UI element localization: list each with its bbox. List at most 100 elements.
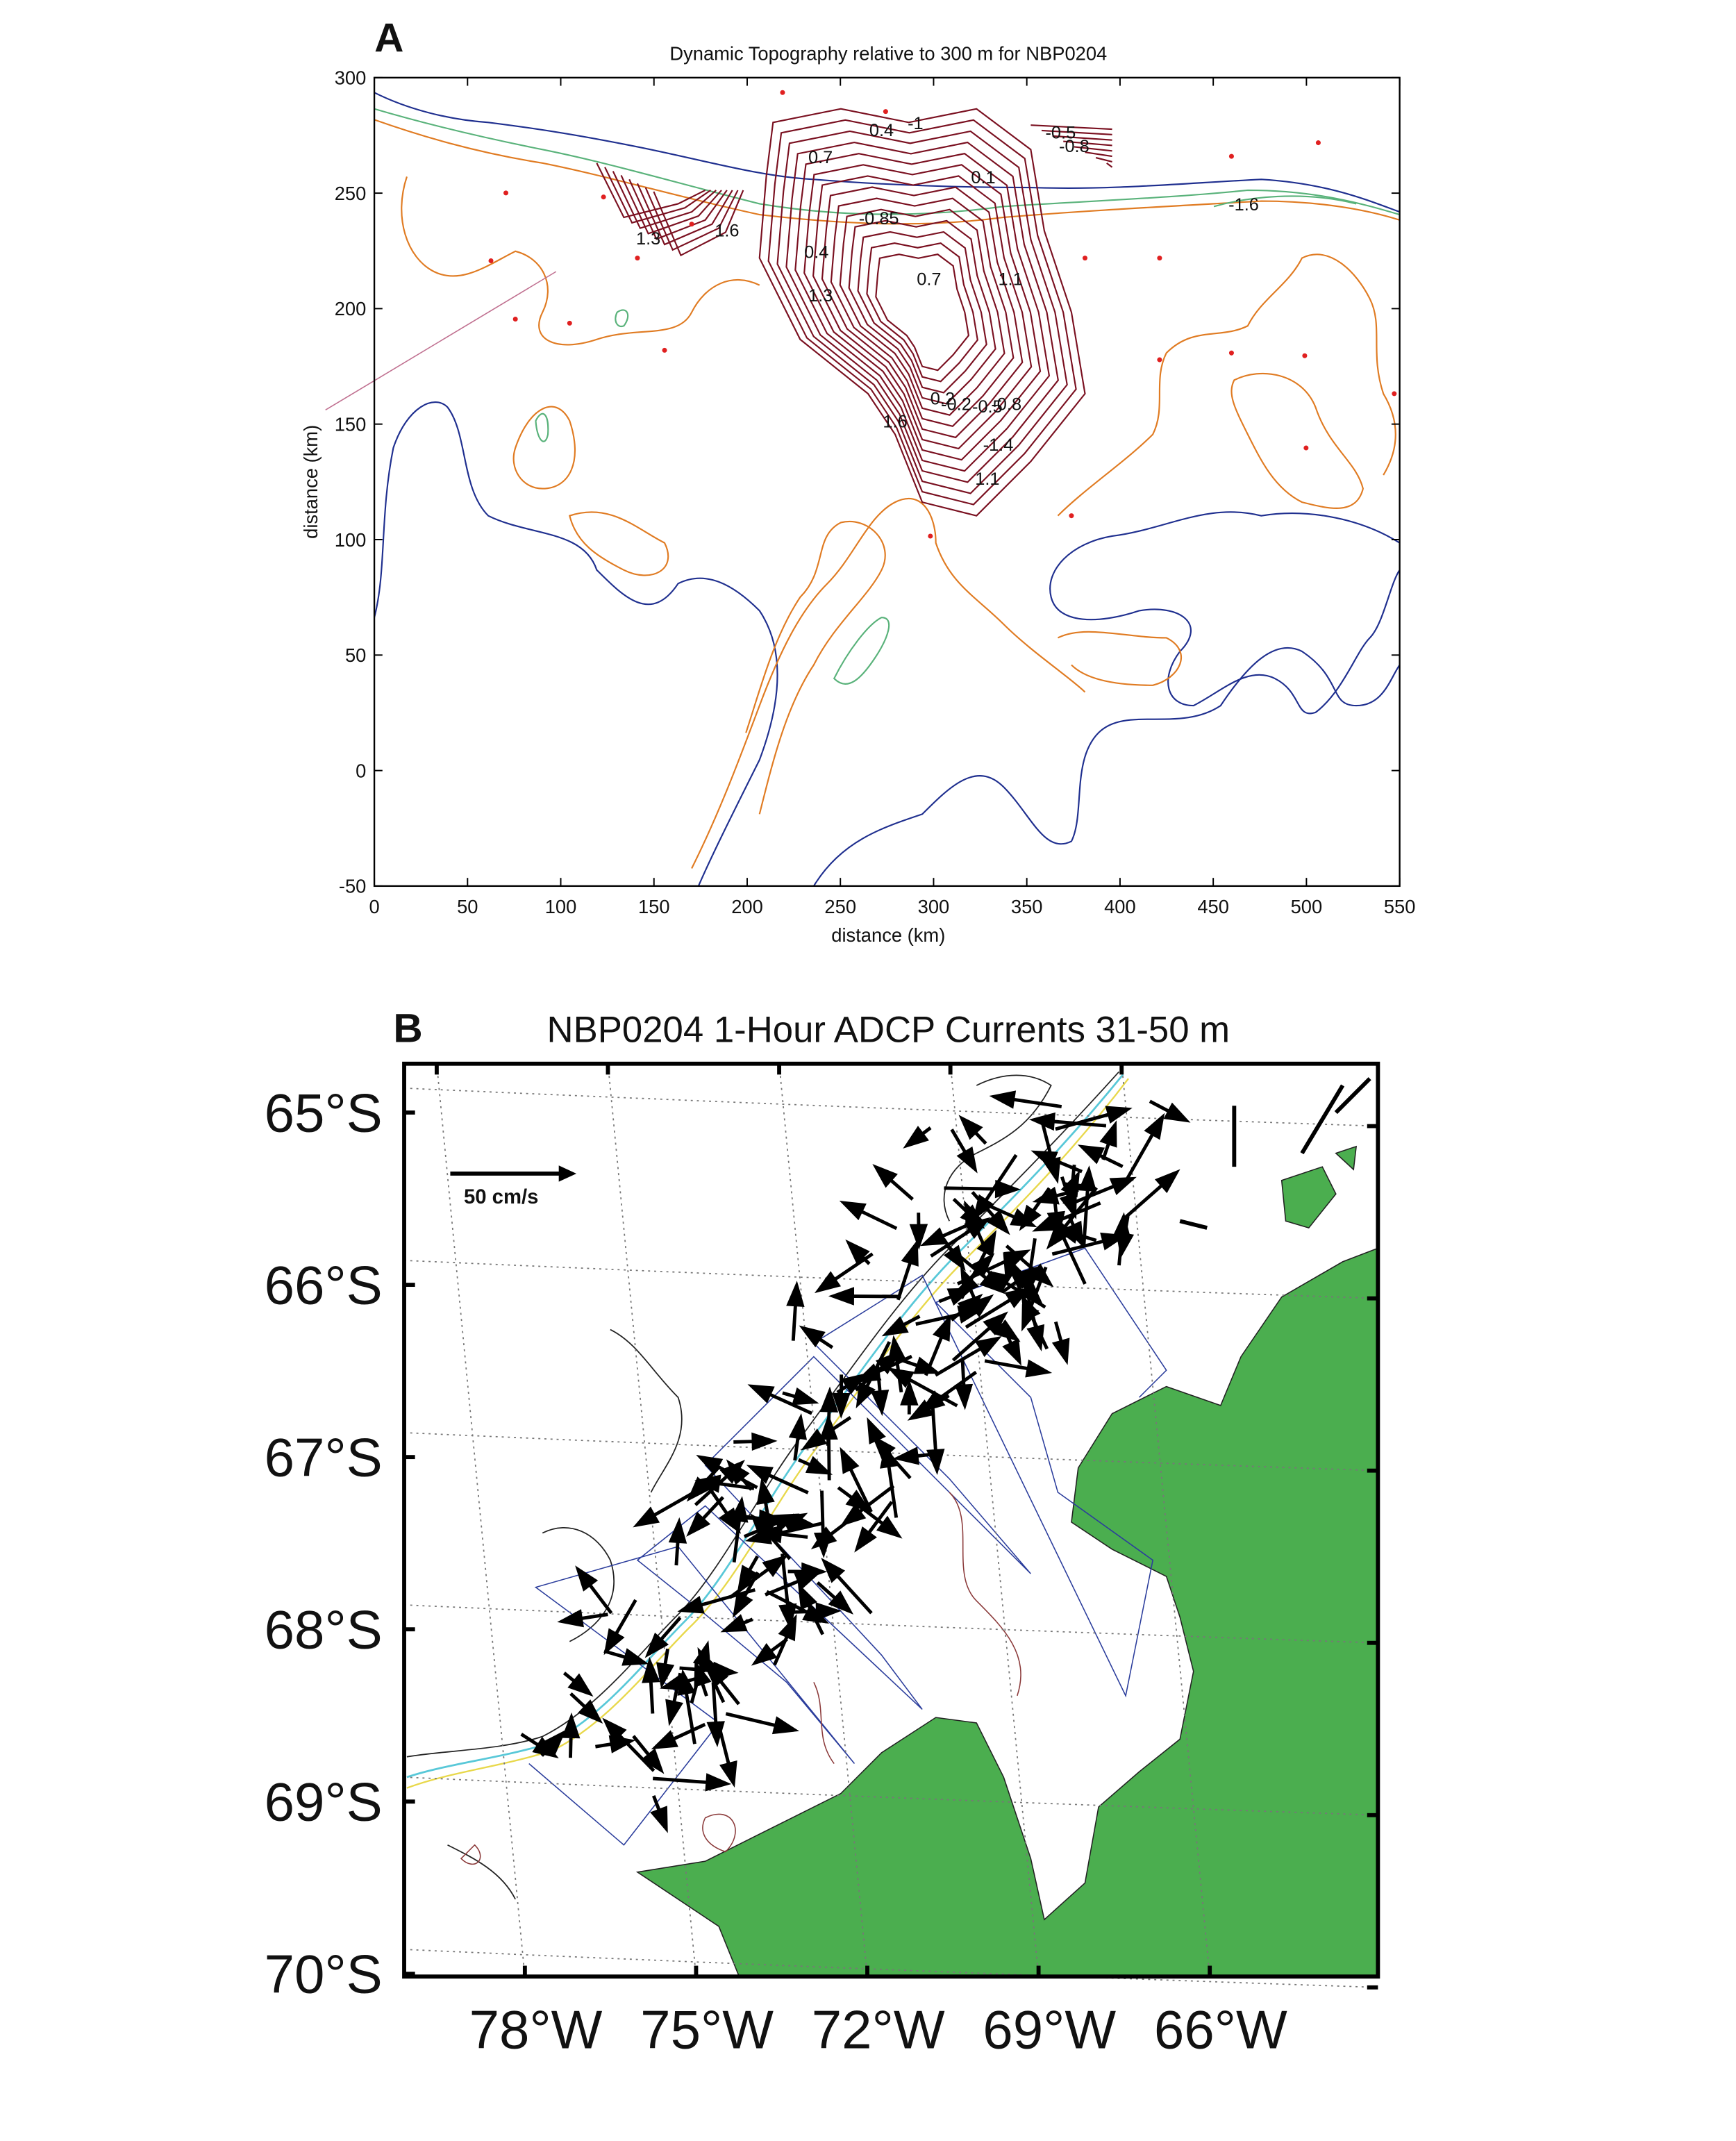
grid-line	[1121, 1063, 1211, 1977]
station	[928, 533, 933, 539]
y-tick-label: 150	[335, 413, 367, 435]
current-arrow	[950, 1128, 978, 1174]
station	[662, 347, 667, 353]
current-arrow	[686, 1465, 721, 1502]
station	[503, 190, 509, 196]
current-arrow	[642, 1656, 660, 1714]
current-arrow	[887, 1367, 958, 1408]
scale-label: 50 cm/s	[464, 1185, 538, 1208]
current-arrow	[1099, 1120, 1117, 1160]
current-arrow	[677, 1588, 756, 1614]
current-arrow	[540, 1729, 567, 1757]
contour-label: 0.2	[930, 390, 955, 409]
current-arrow	[799, 1325, 834, 1349]
contour-line	[1063, 140, 1112, 147]
current-arrow	[867, 1417, 886, 1451]
contour-label: 1.6	[883, 413, 907, 432]
current-arrow	[895, 1356, 941, 1374]
x-tick-label: 200	[731, 896, 763, 917]
current-arrow	[972, 1153, 1018, 1221]
current-arrow	[1051, 1232, 1128, 1256]
current-arrow	[1059, 1176, 1077, 1220]
current-arrow	[840, 1447, 873, 1513]
current-vectors	[520, 1077, 1371, 1833]
current-arrow	[965, 1287, 1031, 1329]
current-arrow	[881, 1315, 921, 1337]
ship-track	[528, 1247, 1167, 1846]
current-arrow	[1078, 1165, 1097, 1245]
current-arrow	[603, 1648, 649, 1666]
station	[689, 222, 694, 227]
isobath	[374, 108, 1400, 216]
contour-line	[875, 253, 970, 372]
isobath	[374, 119, 1400, 225]
y-tick-label: 100	[335, 529, 367, 551]
current-arrow	[951, 1311, 1008, 1362]
current-arrow	[696, 1455, 758, 1490]
contour-line	[794, 153, 1051, 472]
current-arrow	[814, 1252, 874, 1294]
current-arrow	[706, 1682, 725, 1748]
current-arrow	[1121, 1169, 1180, 1222]
station	[1392, 391, 1397, 397]
isobath	[1057, 253, 1396, 517]
contour-line	[620, 174, 722, 235]
x-tick-label: 100	[545, 896, 577, 917]
lat-label: 69°S	[265, 1772, 383, 1833]
current-arrow	[746, 1465, 809, 1494]
current-arrow	[656, 1648, 675, 1690]
station	[512, 316, 518, 322]
contour-label: -1.4	[983, 435, 1014, 455]
contour-label: -0.85	[859, 209, 899, 228]
contour-line	[785, 141, 1059, 483]
isobath	[1230, 372, 1364, 509]
lat-label: 66°S	[265, 1254, 383, 1315]
station	[780, 90, 785, 95]
isobath	[1057, 631, 1182, 686]
map-axes: 65°S 66°S 67°S 68°S 69°S 70°S 78°W 75°W 72°W 69°W…	[265, 1063, 1378, 2060]
current-arrow	[798, 1456, 833, 1475]
isobath	[406, 1074, 1124, 1778]
contour-label: 1.3	[808, 286, 833, 306]
contour-label: -1	[908, 114, 924, 133]
station	[1315, 140, 1321, 146]
current-arrow	[942, 1238, 966, 1272]
station	[883, 109, 888, 115]
x-tick-label: 300	[918, 896, 950, 917]
contour-label: 0.7	[808, 148, 833, 167]
isobath	[535, 413, 549, 442]
current-arrow	[854, 1501, 894, 1553]
current-arrow	[919, 1370, 978, 1413]
current-arrow	[1179, 1219, 1208, 1230]
x-tick-label: 250	[824, 896, 856, 917]
station	[567, 320, 572, 326]
station	[1069, 513, 1074, 519]
contour-label: 0.7	[917, 270, 941, 290]
station	[1302, 353, 1308, 358]
current-arrow	[903, 1126, 932, 1149]
contour-line	[1085, 151, 1112, 158]
current-arrow	[740, 1509, 785, 1528]
coastline	[447, 1074, 1052, 1900]
contour-label: -0.8	[991, 394, 1021, 414]
current-arrow	[926, 1398, 945, 1475]
current-arrow	[644, 1616, 682, 1658]
contour-label: -0.5	[1045, 124, 1076, 143]
x-tick-label: 150	[638, 896, 670, 917]
y-tick-label: 50	[345, 644, 366, 666]
current-arrow	[788, 1413, 808, 1461]
contour-line	[866, 242, 978, 383]
contour-line	[644, 187, 739, 251]
x-tick-label: 400	[1104, 896, 1136, 917]
lon-label: 75°W	[640, 1999, 774, 2060]
coastline	[812, 647, 1401, 887]
track-line	[325, 271, 557, 410]
contour-line	[1052, 135, 1112, 141]
lat-label: 68°S	[265, 1599, 383, 1660]
map: 50 cm/s	[403, 1063, 1379, 1988]
current-arrow	[1334, 1077, 1371, 1115]
lat-label: 67°S	[265, 1426, 383, 1488]
contour-label: -0.5	[972, 397, 1003, 417]
current-arrow	[819, 1413, 838, 1481]
